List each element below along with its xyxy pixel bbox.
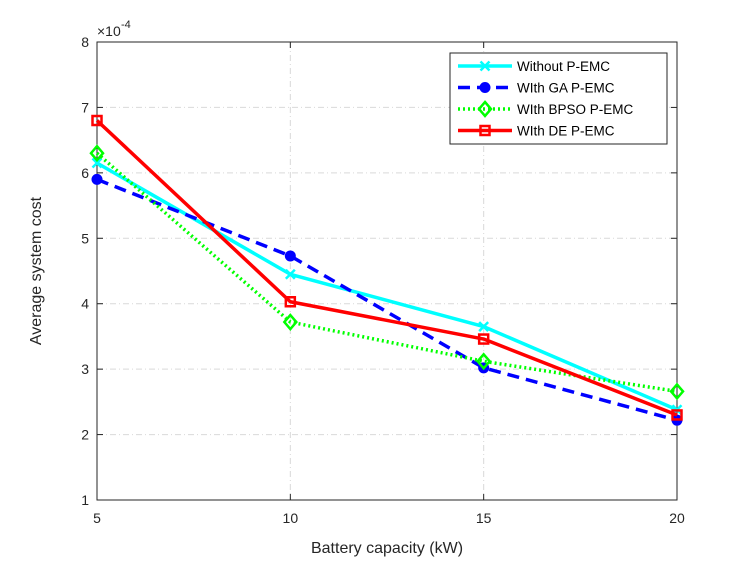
legend-marker — [477, 100, 493, 118]
series-with-de-p-emc — [91, 114, 683, 421]
x-tick-label: 15 — [476, 510, 492, 526]
data-point — [91, 114, 103, 127]
x-tick-labels: 5 10 15 20 — [93, 510, 685, 526]
legend-entry: WIth BPSO P-EMC — [458, 100, 634, 118]
y-tick-label: 2 — [81, 427, 89, 443]
y-tick-label: 8 — [81, 34, 89, 50]
legend-marker — [479, 124, 491, 137]
data-point — [478, 321, 490, 332]
y-tick-label: 4 — [81, 296, 89, 312]
y-tick-label: 1 — [81, 492, 89, 508]
legend-entry: Without P-EMC — [458, 59, 610, 74]
y-tick-label: 3 — [81, 361, 89, 377]
y-exponent-power: -4 — [121, 19, 131, 31]
legend-label: WIth BPSO P-EMC — [517, 102, 634, 117]
axis-ticks — [96, 41, 678, 501]
legend-marker — [479, 82, 491, 93]
legend-marker — [479, 60, 491, 72]
x-tick-label: 5 — [93, 510, 101, 526]
data-point — [91, 157, 103, 169]
legend-entry: WIth DE P-EMC — [458, 124, 615, 139]
legend: Without P-EMC WIth GA P-EMC WIth BPSO P-EM… — [449, 52, 668, 145]
legend-items: Without P-EMC WIth GA P-EMC WIth BPSO P-EM… — [458, 59, 634, 139]
y-tick-label: 5 — [81, 230, 89, 246]
y-tick-label: 6 — [81, 165, 89, 181]
data-point — [477, 333, 490, 345]
x-tick-label: 10 — [283, 510, 299, 526]
data-point — [284, 268, 296, 280]
axes-box — [96, 41, 678, 501]
data-point — [671, 409, 683, 421]
legend-label: Without P-EMC — [517, 59, 610, 74]
y-exponent: ×10 -4 — [97, 19, 131, 39]
legend-label: WIth GA P-EMC — [517, 81, 615, 96]
data-point — [476, 352, 492, 371]
data-point — [284, 250, 296, 262]
series-line — [95, 119, 678, 417]
legend-entry: WIth GA P-EMC — [458, 81, 615, 96]
y-axis-label: Average system cost — [28, 196, 45, 345]
data-point — [282, 313, 298, 331]
y-tick-labels: 1 2 3 4 5 6 7 8 — [81, 34, 89, 508]
y-exponent-base: ×10 — [97, 23, 121, 39]
data-point — [89, 144, 105, 163]
data-point — [284, 296, 297, 308]
legend-label: WIth DE P-EMC — [517, 124, 615, 139]
data-series — [89, 114, 685, 426]
data-point — [669, 382, 685, 401]
series-line — [96, 177, 678, 422]
y-tick-label: 7 — [81, 99, 89, 115]
data-point — [91, 173, 103, 185]
x-axis-label: Battery capacity (kW) — [311, 540, 463, 557]
x-tick-label: 20 — [669, 510, 685, 526]
